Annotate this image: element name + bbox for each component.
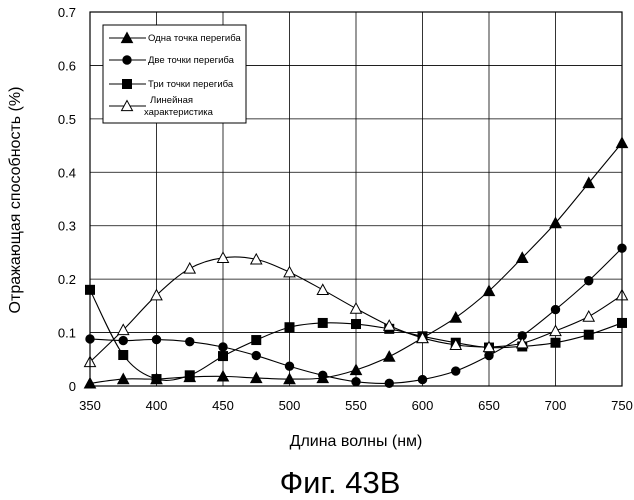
x-tick-label: 450: [212, 398, 234, 413]
data-point: [351, 303, 362, 313]
data-point: [352, 378, 360, 386]
y-tick-label: 0.2: [58, 272, 76, 287]
data-point: [186, 337, 194, 345]
data-point: [585, 277, 593, 285]
legend-label: Линейная: [150, 95, 193, 106]
y-tick-label: 0.4: [58, 165, 76, 180]
data-point: [485, 351, 493, 359]
data-point: [452, 367, 460, 375]
x-tick-label: 550: [345, 398, 367, 413]
y-tick-label: 0.1: [58, 326, 76, 341]
data-point: [351, 364, 362, 374]
legend-label: Две точки перегиба: [148, 55, 235, 66]
y-tick-label: 0: [69, 379, 76, 394]
y-axis-title: Отражающая способность (%): [7, 87, 24, 314]
data-point: [285, 362, 293, 370]
x-tick-label: 600: [412, 398, 434, 413]
legend: Одна точка перегиба Две точки перегиба Три…: [103, 25, 246, 123]
data-point: [252, 351, 260, 359]
y-tick-label: 0.5: [58, 112, 76, 127]
data-point: [219, 352, 228, 361]
data-point: [285, 323, 294, 332]
data-point: [583, 311, 594, 321]
legend-marker: [123, 56, 131, 64]
x-axis-title: Длина волны (нм): [290, 433, 423, 450]
data-point: [418, 375, 426, 383]
data-point: [584, 330, 593, 339]
legend-marker: [123, 80, 132, 89]
legend-label: характеристика: [144, 107, 214, 118]
legend-label: Одна точка перегиба: [148, 33, 241, 44]
data-point: [550, 325, 561, 335]
data-point: [119, 336, 127, 344]
y-tick-labels: 0 0.1 0.2 0.3 0.4 0.5 0.6 0.7: [58, 5, 76, 394]
data-point: [318, 318, 327, 327]
x-tick-label: 400: [146, 398, 168, 413]
x-tick-label: 650: [478, 398, 500, 413]
x-tick-labels: 350 400 450 500 550 600 650 700 750: [79, 398, 633, 413]
y-tick-label: 0.3: [58, 219, 76, 234]
data-point: [551, 305, 559, 313]
data-point: [185, 371, 194, 380]
data-point: [551, 338, 560, 347]
data-point: [284, 267, 295, 277]
data-point: [252, 336, 261, 345]
data-point: [450, 312, 461, 322]
data-point: [119, 351, 128, 360]
data-point: [319, 371, 327, 379]
data-point: [352, 320, 361, 329]
x-tick-label: 500: [279, 398, 301, 413]
x-tick-label: 350: [79, 398, 101, 413]
data-point: [219, 343, 227, 351]
y-tick-label: 0.6: [58, 58, 76, 73]
x-tick-label: 700: [545, 398, 567, 413]
data-point: [184, 263, 195, 273]
data-point: [384, 351, 395, 361]
legend-label: Три точки перегиба: [148, 79, 234, 90]
data-point: [152, 375, 161, 384]
data-point: [317, 284, 328, 294]
figure-caption: Фиг. 43B: [280, 465, 401, 500]
y-tick-label: 0.7: [58, 5, 76, 20]
data-point: [152, 335, 160, 343]
x-tick-label: 750: [611, 398, 633, 413]
